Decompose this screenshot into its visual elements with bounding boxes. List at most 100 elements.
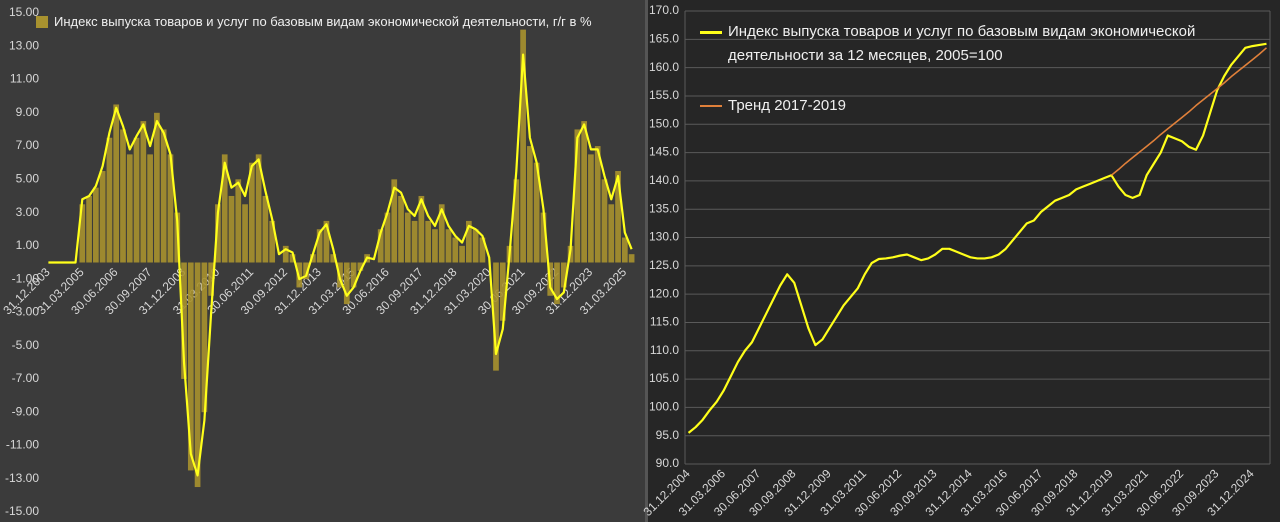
bar	[323, 220, 330, 263]
y-tick-label: 155.0	[649, 88, 679, 102]
y-tick-label: 125.0	[649, 258, 679, 272]
bar	[86, 195, 92, 263]
line	[48, 53, 633, 477]
y-tick-label: -3.00	[12, 305, 40, 319]
legend-label: Тренд 2017-2019	[728, 97, 846, 114]
bar	[93, 187, 99, 263]
bar	[133, 137, 140, 263]
y-tick-label: 130.0	[649, 230, 679, 244]
bar	[398, 195, 404, 263]
bar	[452, 237, 459, 263]
y-tick-label: 145.0	[649, 145, 679, 159]
line	[1110, 47, 1268, 176]
y-tick-label: 90.0	[656, 456, 680, 470]
bar	[601, 179, 608, 263]
bar	[594, 146, 601, 263]
bar	[560, 262, 567, 288]
y-tick-label: 100.0	[649, 400, 679, 414]
y-tick-label: 7.00	[16, 138, 40, 152]
bar	[248, 162, 255, 263]
y-tick-label: 105.0	[649, 371, 679, 385]
bar	[208, 262, 214, 296]
bar	[628, 254, 635, 263]
bar	[540, 212, 547, 263]
bar	[187, 262, 194, 471]
bar	[466, 220, 472, 263]
y-tick-label: 160.0	[649, 60, 679, 74]
bar	[527, 146, 533, 263]
legend-label: Индекс выпуска товаров и услуг по базовы…	[54, 14, 592, 29]
bar	[588, 154, 594, 263]
legend-entry: Индекс выпуска товаров и услуг по базовы…	[700, 20, 1220, 68]
y-tick-label: 120.0	[649, 286, 679, 300]
y-tick-label: 15.00	[9, 5, 39, 19]
bar	[106, 137, 113, 263]
bar	[411, 220, 418, 263]
line	[687, 42, 1267, 434]
bar	[330, 254, 337, 263]
bar	[235, 179, 242, 263]
legend-swatch	[700, 105, 722, 107]
bar	[493, 262, 499, 371]
y-tick-label: 95.0	[656, 428, 680, 442]
bar	[621, 237, 628, 263]
y-tick-label: -9.00	[12, 404, 40, 418]
y-tick-label: 115.0	[650, 315, 679, 329]
bar	[201, 262, 208, 413]
bar	[445, 229, 452, 263]
bar	[520, 29, 526, 263]
bar	[418, 195, 425, 263]
bar	[154, 112, 160, 263]
bar	[255, 154, 262, 263]
y-tick-label: 5.00	[16, 172, 40, 186]
bar	[242, 204, 248, 263]
bar	[438, 204, 445, 263]
bar	[425, 220, 432, 263]
bar	[533, 162, 540, 263]
y-tick-label: -5.00	[12, 338, 40, 352]
y-tick-label: 11.00	[10, 72, 39, 86]
y-tick-label: 13.00	[9, 38, 39, 52]
y-tick-label: -1.00	[12, 271, 40, 285]
y-tick-label: 150.0	[649, 116, 679, 130]
y-tick-label: -7.00	[12, 371, 40, 385]
y-tick-label: -13.00	[5, 471, 39, 485]
bar	[350, 262, 357, 288]
bar	[215, 204, 221, 263]
bar	[147, 154, 153, 263]
y-tick-label: 110.0	[650, 343, 679, 357]
bar	[126, 154, 133, 263]
bar	[581, 121, 587, 263]
bar	[554, 262, 560, 305]
bar	[303, 262, 309, 280]
y-tick-label: -15.00	[5, 504, 39, 518]
bar	[391, 179, 398, 263]
legend-swatch	[36, 16, 48, 28]
bar	[432, 229, 438, 263]
bar	[79, 204, 86, 263]
legend-swatch	[700, 31, 722, 34]
bar	[282, 245, 289, 263]
bar	[472, 229, 479, 263]
bar	[140, 121, 147, 263]
bar	[194, 262, 201, 488]
bar	[499, 262, 506, 321]
bar	[181, 262, 187, 379]
bar	[343, 262, 350, 305]
bar	[228, 195, 235, 263]
bar	[269, 220, 276, 263]
bar	[404, 212, 411, 263]
bar	[459, 245, 465, 263]
y-tick-label: -11.00	[6, 438, 39, 452]
y-tick-label: 135.0	[649, 201, 679, 215]
legend-entry: Индекс выпуска товаров и услуг по базовы…	[36, 12, 636, 32]
bar	[221, 154, 228, 263]
bar	[479, 237, 486, 263]
bar	[615, 171, 621, 263]
bar	[513, 179, 520, 263]
y-tick-label: 165.0	[649, 31, 679, 45]
bar	[120, 129, 126, 263]
bar	[160, 129, 167, 263]
bar	[99, 171, 106, 263]
